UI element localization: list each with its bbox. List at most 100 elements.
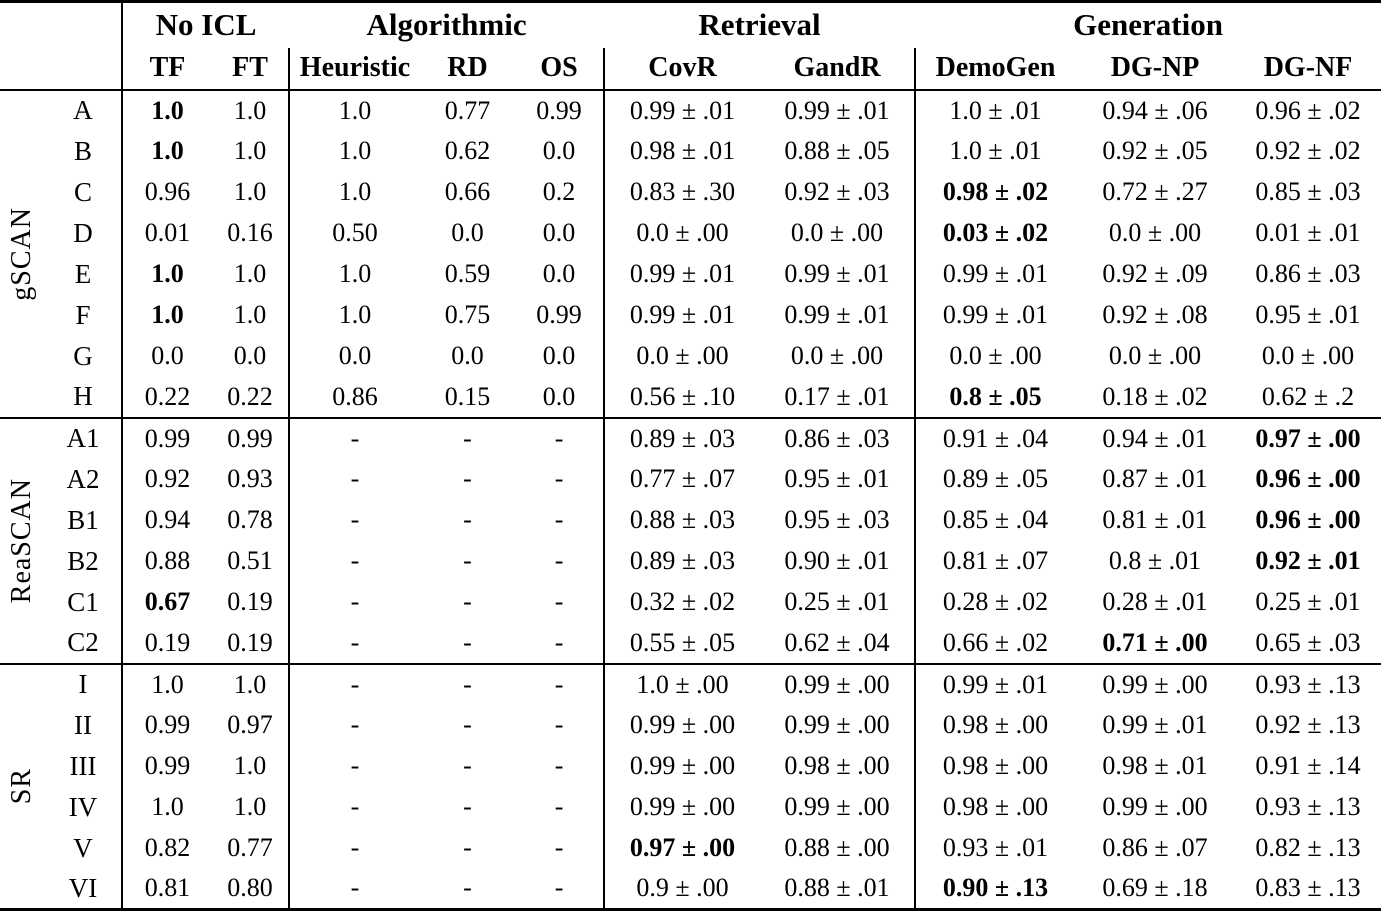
table-row-i: SR I 1.0 1.0- - -1.0 ± .00 0.99 ± .00 0.99 ± .0…	[0, 662, 1381, 910]
cell-covr: 0.0 ± .00	[636, 218, 729, 247]
cell-heuristic: 0.0	[338, 341, 372, 370]
cell-rd: -	[463, 505, 472, 534]
cell-demogen: 0.99 ± .01	[942, 300, 1049, 329]
cell-covr: 0.99 ± .00	[629, 710, 736, 739]
cell-covr: 0.99 ± .01	[629, 300, 736, 329]
cell-rd: 0.62	[444, 136, 491, 165]
cell-dg-nf: 0.96 ± .00	[1255, 464, 1361, 493]
cell-tf: 0.99	[144, 751, 191, 780]
cell-gandr: 0.99 ± .01	[760, 253, 917, 295]
row-label: A	[45, 89, 123, 131]
cell-dg-nf: 0.82 ± .13	[1255, 833, 1361, 862]
cell-demogen: 0.28 ± .02	[942, 587, 1049, 616]
cell-dg-nf: 0.95 ± .01	[1255, 300, 1361, 329]
cell-rd: -	[463, 710, 472, 739]
cell-tf: 0.19	[144, 627, 191, 657]
cell-heuristic: -	[350, 873, 360, 903]
cell-rd: 0.15	[444, 381, 491, 411]
cell-ft: 1.0	[212, 130, 291, 172]
cell-demogen: 0.99 ± .01	[915, 662, 1076, 705]
column-header-covr: CovR	[604, 47, 761, 91]
cell-heuristic: 0.50	[332, 218, 378, 247]
cell-rd: 0.77	[444, 95, 491, 125]
column-header-row: TF FT Heuristic RD OS CovR GandR DemoGen…	[0, 47, 1381, 91]
cell-tf: 0.82	[144, 833, 191, 862]
cell-covr: 0.88 ± .03	[629, 505, 736, 534]
cell-gandr: 0.99 ± .00	[760, 786, 917, 828]
cell-os: 0.2	[515, 171, 606, 213]
column-header-dg-np: DG-NP	[1075, 47, 1236, 91]
cell-rd: -	[463, 792, 472, 821]
cell-gandr: 0.92 ± .03	[760, 171, 917, 213]
column-header-heuristic: Heuristic	[289, 47, 421, 91]
table-row-c: C 0.96 1.0 1.0 0.66 0.2 0.83 ± .30 0.92 ± .03 0.…	[0, 171, 1381, 213]
cell-heuristic: 1.0	[338, 177, 372, 206]
cell-covr: 0.99 ± .01	[629, 259, 736, 288]
cell-gandr: 0.62 ± .04	[760, 622, 917, 664]
cell-dg-np: 0.99 ± .01	[1102, 710, 1208, 739]
cell-dg-np: 0.98 ± .01	[1102, 751, 1208, 780]
cell-demogen: 0.98 ± .00	[942, 751, 1049, 780]
cell-heuristic: 1.0	[338, 136, 372, 165]
cell-tf: 0.94	[144, 505, 191, 534]
cell-gandr: 0.99 ± .01	[760, 294, 917, 336]
cell-dg-nf: 0.97 ± .00	[1235, 416, 1381, 459]
column-header-tf: TF	[122, 47, 212, 91]
cell-dg-np: 0.92 ± .08	[1102, 300, 1208, 329]
cell-os: -	[515, 786, 606, 828]
cell-gandr: 0.86 ± .03	[760, 416, 917, 459]
cell-dg-nf: 0.25 ± .01	[1255, 587, 1361, 616]
table-row-c2: C2 0.19 0.19- - -0.55 ± .05 0.62 ± .04 0.66 ± …	[0, 622, 1381, 664]
cell-gandr: 0.99 ± .00	[760, 662, 917, 705]
cell-dg-nf: 0.96 ± .02	[1255, 95, 1361, 125]
cell-dg-np: 0.99 ± .00	[1102, 792, 1208, 821]
cell-dg-nf: 0.92 ± .01	[1255, 546, 1361, 575]
cell-os: -	[515, 662, 606, 705]
cell-os: -	[515, 622, 606, 664]
row-label: H	[45, 376, 123, 418]
row-label: V	[45, 827, 123, 869]
cell-rd: -	[420, 416, 516, 459]
cell-rd: 0.66	[444, 177, 491, 206]
section-label-cell-reascan: ReaSCAN	[0, 416, 45, 664]
cell-heuristic: -	[289, 662, 421, 705]
corner-cell	[0, 1, 123, 91]
cell-demogen: 0.81 ± .07	[942, 546, 1049, 575]
cell-ft: 1.0	[212, 786, 291, 828]
row-label: VI	[45, 868, 123, 910]
row-label: B	[45, 130, 123, 172]
column-group-retrieval: Retrieval	[698, 7, 821, 43]
cell-tf: 1.0	[151, 300, 184, 329]
cell-dg-nf: 0.01 ± .01	[1255, 218, 1361, 247]
row-label: B1	[45, 499, 123, 541]
cell-tf: 0.01	[144, 218, 191, 247]
cell-tf: 1.0	[122, 662, 212, 705]
cell-ft: 0.0	[212, 335, 291, 377]
cell-os: -	[515, 581, 606, 623]
row-label: A1	[45, 416, 123, 459]
cell-os: -	[515, 745, 606, 787]
cell-dg-np: 0.92 ± .09	[1102, 259, 1208, 288]
cell-dg-np: 0.69 ± .18	[1102, 873, 1208, 903]
cell-tf: 0.67	[144, 587, 191, 616]
cell-gandr: 0.88 ± .01	[760, 868, 917, 910]
cell-gandr: 0.99 ± .00	[760, 704, 917, 746]
cell-heuristic: 0.86	[332, 381, 378, 411]
group-header-row: No ICL Algorithmic Retrieval Generation	[0, 1, 1381, 91]
row-label: III	[45, 745, 123, 787]
cell-dg-np: 0.0 ± .00	[1108, 341, 1202, 370]
column-header-gandr: GandR	[760, 47, 917, 91]
cell-dg-nf: 0.65 ± .03	[1255, 627, 1361, 657]
section-label: ReaSCAN	[6, 477, 38, 604]
cell-ft: 1.0	[212, 662, 291, 705]
cell-ft: 0.16	[212, 212, 291, 254]
cell-ft: 0.93	[212, 458, 291, 500]
cell-gandr: 0.99 ± .01	[760, 89, 917, 131]
cell-heuristic: -	[350, 833, 360, 862]
cell-demogen: 0.03 ± .02	[942, 218, 1049, 247]
cell-tf: 1.0	[151, 259, 184, 288]
column-header-os: OS	[515, 47, 606, 91]
cell-dg-np: 0.81 ± .01	[1102, 505, 1208, 534]
cell-os: -	[515, 416, 606, 459]
